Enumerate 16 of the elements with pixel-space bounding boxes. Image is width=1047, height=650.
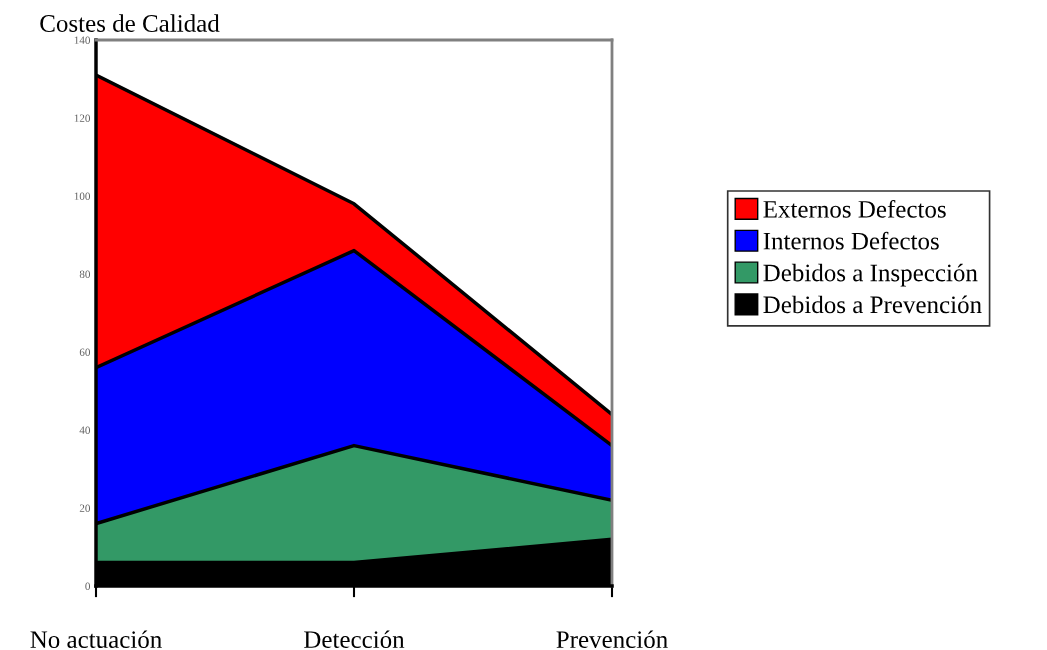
legend-label: Internos Defectos xyxy=(763,231,939,250)
x-tick-label: No actuación xyxy=(30,630,162,649)
x-tick-label: Prevención xyxy=(556,630,668,649)
chart-title: Costes de Calidad xyxy=(40,14,220,32)
y-tick-label: 40 xyxy=(79,426,91,434)
x-tick-label: Detección xyxy=(304,630,405,649)
y-tick-label: 120 xyxy=(74,114,91,122)
y-tick-label: 80 xyxy=(79,270,91,278)
y-tick-label: 60 xyxy=(79,348,91,356)
y-tick-label: 100 xyxy=(74,192,91,200)
legend-label: Debidos a Prevención xyxy=(763,295,982,314)
y-tick-label: 0 xyxy=(85,582,91,590)
y-tick-label: 20 xyxy=(79,504,91,512)
legend-label: Debidos a Inspección xyxy=(763,263,978,287)
y-tick-label: 140 xyxy=(74,36,91,44)
legend-label: Externos Defectos xyxy=(763,199,946,218)
